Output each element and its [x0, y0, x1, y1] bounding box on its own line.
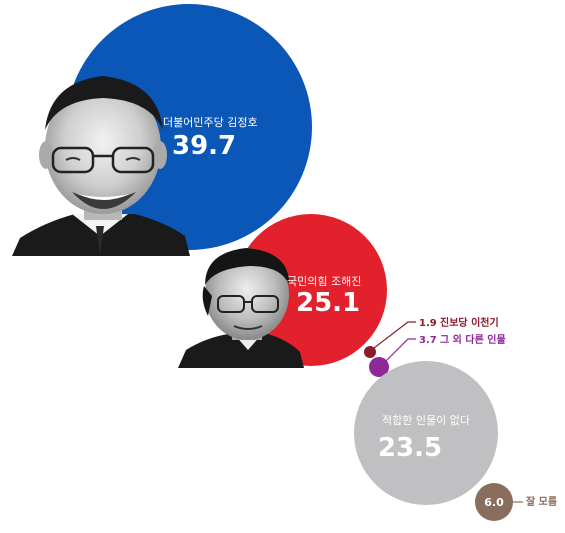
label-others-value: 3.7 [419, 335, 437, 346]
label-others-name: 그 외 다른 인물 [440, 333, 506, 346]
label-none-value: 23.5 [378, 433, 442, 463]
label-dontknow-value: 6.0 [484, 496, 504, 509]
label-none-name: 적합한 인물이 없다 [382, 414, 470, 427]
bubble-lee [364, 346, 376, 358]
bubble-dontknow [475, 483, 513, 521]
label-cho-name: 국민의힘 조해진 [287, 274, 361, 288]
leader-line-others [384, 338, 416, 363]
label-lee-name: 진보당 이천기 [440, 316, 499, 329]
label-cho-value: 25.1 [296, 288, 360, 318]
bubble-others [369, 357, 389, 377]
label-kim-name: 더불어민주당 김정호 [163, 116, 258, 129]
label-kim-value: 39.7 [172, 131, 236, 161]
label-lee-value: 1.9 [419, 318, 437, 329]
label-dontknow-name: 잘 모름 [526, 496, 557, 508]
bubble-none [354, 361, 498, 505]
candidate-cho-portrait [178, 248, 304, 368]
candidate-kim-portrait [12, 76, 190, 256]
leader-line-lee [373, 321, 416, 349]
